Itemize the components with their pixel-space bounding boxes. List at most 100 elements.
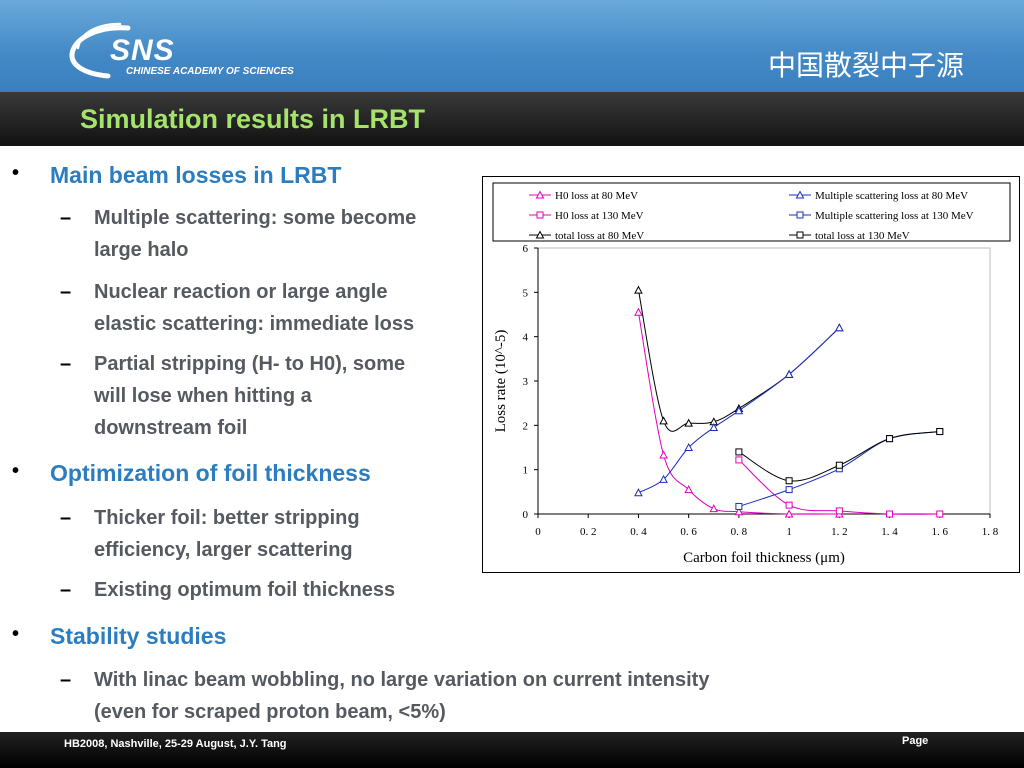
legend-item: Multiple scattering loss at 130 MeV (789, 210, 974, 222)
x-tick-label: 1. 2 (831, 526, 848, 538)
legend-marker (535, 190, 545, 199)
bullet-text: Main beam losses in LRBT (50, 162, 342, 188)
footer-conference: HB2008, Nashville, 25-29 August, J.Y. Ta… (64, 738, 287, 750)
subbullet-partial-stripping: – Partial stripping (H- to H0), some will … (60, 348, 406, 444)
chart-legend: H0 loss at 80 MeV Multiple scattering los… (529, 190, 974, 242)
legend-marker (796, 231, 804, 239)
chart-series (634, 285, 944, 518)
series-1 (634, 307, 844, 518)
data-point (834, 323, 844, 332)
legend-item: total loss at 130 MeV (789, 230, 910, 242)
dash-icon: – (60, 507, 72, 529)
x-tick-label: 1. 4 (881, 526, 898, 538)
logo-swoosh-icon (69, 22, 131, 79)
subbullet-thicker-foil: – Thicker foil: better stripping efficienc… (60, 502, 360, 566)
bullet-text: Optimization of foil thickness (50, 460, 371, 486)
data-point (659, 416, 668, 425)
bullet-optimization: • Optimization of foil thickness (12, 460, 371, 487)
legend-label: H0 loss at 80 MeV (555, 190, 638, 202)
data-point (634, 285, 643, 294)
data-point (936, 510, 944, 518)
legend-marker (795, 190, 805, 199)
x-tick-label: 0. 2 (580, 526, 597, 538)
y-tick-label: 2 (523, 420, 529, 432)
data-point (785, 477, 793, 485)
legend-label: Multiple scattering loss at 80 MeV (815, 190, 968, 202)
chart-legend-box (492, 182, 1011, 242)
chart-axes: 0 0. 2 0. 4 0. 6 0. 8 1 1. 2 1. 4 1. 6 1. 8 0 1 2 3 4 5… (523, 243, 999, 538)
legend-item: Multiple scattering loss at 80 MeV (789, 190, 968, 202)
data-point (784, 509, 794, 518)
data-point (835, 507, 843, 515)
legend-item: H0 loss at 130 MeV (529, 210, 644, 222)
series-2 (735, 456, 944, 518)
subbullet-existing-optimum: – Existing optimum foil thickness (60, 574, 396, 606)
x-tick-label: 0. 8 (731, 526, 748, 538)
data-point (684, 442, 694, 451)
dash-icon: – (60, 353, 72, 375)
loss-rate-chart: H0 loss at 80 MeV Multiple scattering los… (482, 176, 1020, 573)
y-tick-label: 1 (523, 465, 529, 477)
legend-item: H0 loss at 80 MeV (529, 190, 638, 202)
subbullet-line: Thicker foil: better stripping (94, 507, 360, 529)
bullet-dot-icon: • (12, 460, 20, 482)
data-point (659, 474, 668, 483)
subbullet-multiple-scattering: – Multiple scattering: some become large h… (60, 202, 416, 266)
footer-page: Page (902, 735, 929, 747)
x-tick-label: 0 (535, 526, 541, 538)
series-6 (735, 428, 944, 485)
data-point (785, 501, 793, 509)
logo-subtitle: CHINESE ACADEMY OF SCIENCES (126, 66, 294, 77)
data-point (684, 418, 694, 427)
chinese-title: 中国散裂中子源 (767, 49, 964, 82)
slide-title: Simulation results in LRBT (80, 104, 426, 134)
legend-label: total loss at 130 MeV (815, 230, 910, 242)
subbullet-line: elastic scattering: immediate loss (94, 313, 415, 335)
plot-area (537, 247, 991, 515)
header-bar: SNS CHINESE ACADEMY OF SCIENCES 中国散裂中子源 (0, 0, 1024, 92)
chart-canvas: H0 loss at 80 MeV Multiple scattering los… (492, 182, 1011, 566)
data-point (735, 456, 743, 464)
bullet-stability: • Stability studies (12, 623, 227, 650)
y-axis-label: Loss rate (10^-5) (493, 330, 509, 433)
dash-icon: – (60, 669, 72, 691)
subbullet-line: (even for scraped proton beam, <5%) (94, 701, 446, 723)
legend-marker (796, 211, 804, 219)
y-tick-label: 3 (523, 376, 529, 388)
data-point (886, 435, 894, 443)
footer-bar: HB2008, Nashville, 25-29 August, J.Y. Ta… (0, 732, 1024, 768)
dash-icon: – (60, 207, 72, 229)
legend-label: Multiple scattering loss at 130 MeV (815, 210, 974, 222)
series-4 (634, 323, 844, 497)
subbullet-line: large halo (94, 239, 189, 261)
subbullet-line: With linac beam wobbling, no large varia… (94, 669, 710, 691)
subbullet-line: downstream foil (94, 417, 248, 439)
legend-label: H0 loss at 130 MeV (555, 210, 644, 222)
x-axis-label: Carbon foil thickness (μm) (683, 550, 845, 566)
x-tick-label: 1. 8 (982, 526, 999, 538)
data-point (659, 450, 668, 459)
logo-sns-text: SNS (110, 34, 175, 67)
legend-marker (535, 230, 545, 239)
subbullet-line: Existing optimum foil thickness (94, 579, 396, 601)
legend-marker (536, 211, 544, 219)
data-point (734, 406, 744, 415)
bullet-dot-icon: • (12, 623, 20, 645)
subbullet-line: efficiency, larger scattering (94, 539, 353, 561)
y-tick-label: 5 (523, 287, 529, 299)
bullet-dot-icon: • (12, 162, 20, 184)
dash-icon: – (60, 579, 72, 601)
data-point (835, 461, 843, 469)
y-tick-label: 0 (523, 509, 529, 521)
dash-icon: – (60, 281, 72, 303)
subbullet-nuclear-reaction: – Nuclear reaction or large angle elastic … (60, 276, 415, 340)
data-point (936, 428, 944, 436)
y-tick-label: 6 (523, 243, 529, 255)
data-point (886, 510, 894, 518)
data-point (784, 369, 794, 378)
data-point (734, 507, 744, 516)
bullet-text: Stability studies (50, 623, 227, 649)
x-tick-label: 0. 4 (630, 526, 647, 538)
subbullet-line: Partial stripping (H- to H0), some (94, 353, 406, 375)
sns-logo: SNS CHINESE ACADEMY OF SCIENCES (68, 22, 298, 84)
